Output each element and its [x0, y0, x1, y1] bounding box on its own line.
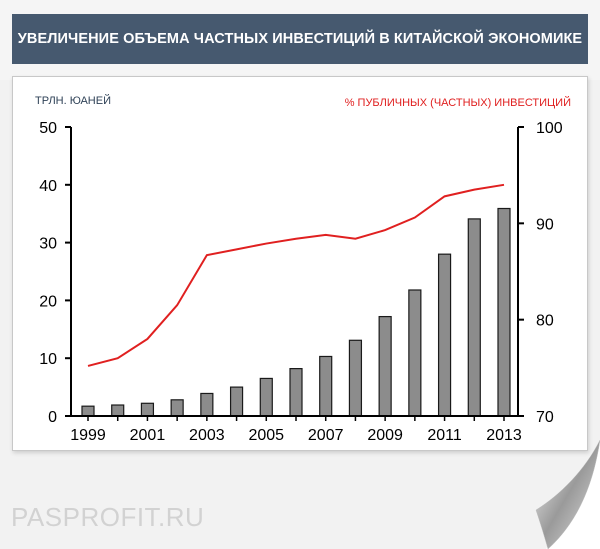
page-curl-icon: [535, 440, 600, 549]
right-tick-label-70: 70: [536, 409, 554, 426]
page-title: УВЕЛИЧЕНИЕ ОБЪЕМА ЧАСТНЫХ ИНВЕСТИЦИЙ В К…: [12, 14, 588, 64]
bar-2004: [229, 386, 244, 417]
bar-2000: [111, 404, 125, 417]
bar-2008: [348, 339, 363, 417]
bar-2009: [378, 315, 392, 417]
bar-2001: [140, 402, 155, 417]
chart-card: 0 10 20 30 40 50 70 80 90 100 1999 2001 2003 2005 2007…: [12, 76, 588, 451]
bar-2006: [289, 368, 303, 417]
line-series: [87, 183, 505, 367]
x-tick-label-2003: 2003: [189, 427, 225, 444]
bar-2002: [170, 399, 184, 417]
left-axis-label: ТРЛН. ЮАНЕЙ: [35, 94, 111, 107]
x-tick-label-2001: 2001: [130, 427, 166, 444]
x-tick-label-1999: 1999: [70, 427, 106, 444]
tick-labels: 0 10 20 30 40 50 70 80 90 100 1999 2001 2003 2005 2007…: [39, 120, 563, 444]
chart-area: 0 10 20 30 40 50 70 80 90 100 1999 2001 2003 2005 2007…: [35, 94, 571, 444]
bar-2005: [259, 377, 273, 417]
bar-2011: [437, 253, 452, 417]
axes: [70, 127, 519, 417]
bar-2010: [408, 289, 422, 417]
left-tick-label-50: 50: [39, 120, 57, 137]
bar-1999: [81, 405, 95, 417]
x-tick-label-2011: 2011: [427, 427, 462, 444]
left-tick-label-40: 40: [39, 178, 57, 195]
left-tick-label-10: 10: [39, 351, 57, 368]
bar-2007: [319, 355, 333, 417]
x-tick-label-2005: 2005: [248, 427, 284, 444]
watermark-text: PASPROFIT.RU: [11, 502, 205, 532]
left-tick-label-0: 0: [48, 409, 57, 426]
bar-2012: [467, 218, 481, 417]
tick-marks: [65, 126, 524, 421]
bar-2003: [200, 392, 214, 417]
x-tick-label-2009: 2009: [367, 427, 403, 444]
left-tick-label-30: 30: [39, 236, 57, 253]
right-axis-label: % ПУБЛИЧНЫХ (ЧАСТНЫХ) ИНВЕСТИЦИЙ: [345, 96, 571, 109]
bar-2013: [497, 207, 511, 417]
left-tick-label-20: 20: [39, 293, 57, 310]
right-tick-label-100: 100: [536, 120, 563, 137]
right-tick-label-90: 90: [536, 216, 554, 233]
x-tick-label-2013: 2013: [486, 427, 522, 444]
bar-series: [81, 207, 511, 417]
x-tick-label-2007: 2007: [308, 427, 344, 444]
right-tick-label-80: 80: [536, 313, 554, 330]
